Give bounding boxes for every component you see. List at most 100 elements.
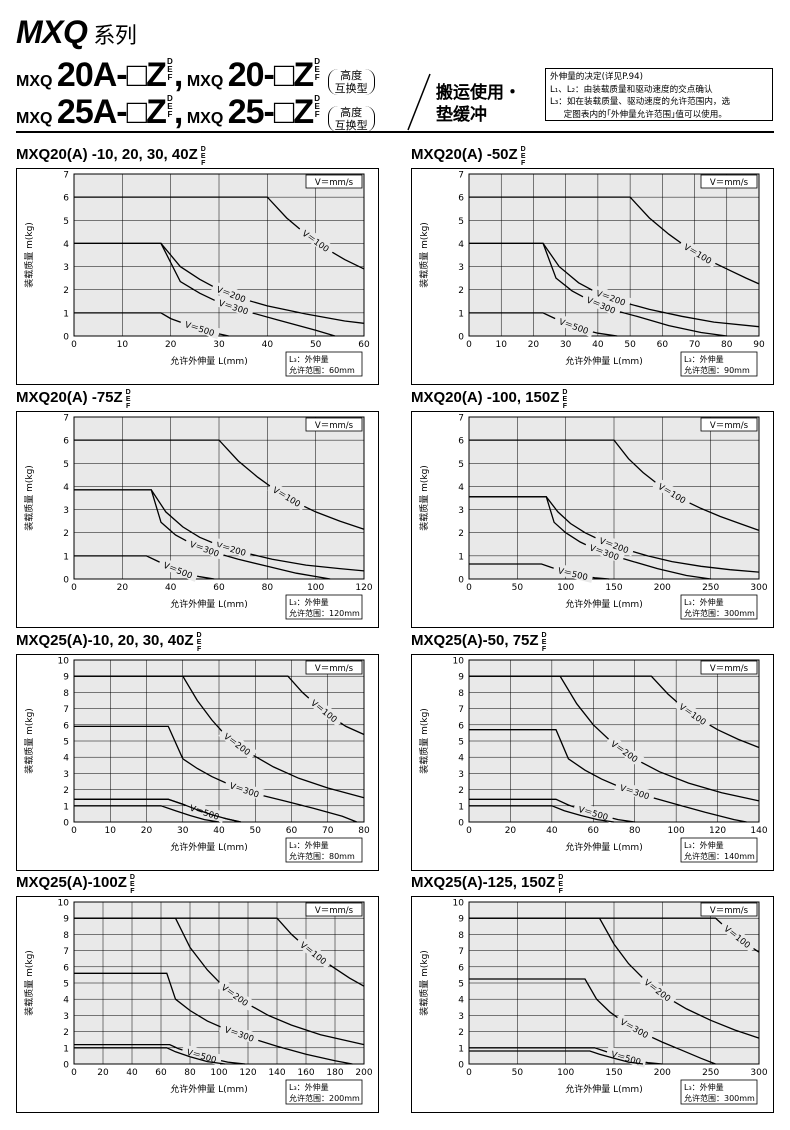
y-tick-label: 2 <box>458 286 464 296</box>
plot-border <box>73 173 365 337</box>
l3-box-frame <box>285 594 363 620</box>
x-tick-label: 80 <box>184 1068 196 1078</box>
l3-box: L₃：外伸量允许范围：90mm <box>680 351 758 377</box>
unit-box: V＝mm/s <box>700 902 758 917</box>
y-tick-label: 2 <box>458 529 464 539</box>
y-tick-label: 4 <box>63 483 69 493</box>
series-label-bg <box>605 1046 648 1068</box>
series-label-bg <box>718 919 758 953</box>
y-tick-label: 2 <box>63 529 69 539</box>
panel-frame <box>16 654 379 871</box>
series-label-bg <box>267 480 308 511</box>
x-tick-label: 50 <box>250 826 262 836</box>
y-axis-label: 装载质量 m(kg) <box>418 465 430 531</box>
y-tick-label: 8 <box>63 689 69 699</box>
x-tick-label: 140 <box>268 1068 285 1078</box>
chart-svg: 0 20 40 60 80 100 120 140 160 180 200 0 1 2 3 4 5 6 7 8 9 10 装… <box>16 896 379 1113</box>
chart-title: MXQ20(A) -10, 20, 30, 40Z D E F <box>16 146 206 167</box>
model-line-1: MXQ 20A-□ZD E F, MXQ 20-□ZD E F 高度 互换型 <box>16 56 375 95</box>
model-name: 25A-□Z <box>56 93 167 131</box>
y-axis-label: 装载质量 m(kg) <box>418 950 430 1016</box>
l3-box-frame <box>285 1079 363 1105</box>
l3-box-frame <box>680 351 758 377</box>
y-tick-label: 1 <box>458 552 464 562</box>
series-label-bg <box>638 973 678 1006</box>
y-tick-label: 8 <box>458 931 464 941</box>
series-label-bg <box>614 779 656 803</box>
unit-box: V＝mm/s <box>305 660 363 675</box>
x-tick-label: 20 <box>141 826 153 836</box>
note-line: 定图表内的｢外伸量允许范围｣值可以使用。 <box>550 109 727 120</box>
comma: , <box>173 93 184 131</box>
y-axis-label: 装载质量 m(kg) <box>23 708 35 774</box>
y-tick-label: 7 <box>63 414 69 424</box>
y-tick-label: 1 <box>63 309 69 319</box>
series-label-bg <box>213 294 255 318</box>
x-tick-label: 80 <box>629 826 641 836</box>
y-tick-label: 5 <box>458 460 464 470</box>
series-label-bg <box>673 697 713 730</box>
y-tick-label: 7 <box>63 171 69 181</box>
l3-box-frame <box>680 1079 758 1105</box>
x-tick-label: 0 <box>71 340 77 350</box>
model-name: 20-□Z <box>227 56 314 94</box>
l3-label: L₃：外伸量 <box>684 354 724 364</box>
y-tick-label: 1 <box>458 1044 464 1054</box>
series-title: MXQ 系列 <box>16 14 137 51</box>
unit-box-text: V＝mm/s <box>315 664 354 674</box>
series-label-bg <box>184 536 226 560</box>
series-label-bg <box>652 477 693 508</box>
series-label-bg <box>305 693 344 727</box>
unit-box-frame <box>700 174 758 189</box>
x-tick-label: 120 <box>239 1068 256 1078</box>
series-label-bg <box>614 1012 655 1043</box>
series-label-bg <box>179 316 221 340</box>
unit-box-frame <box>700 660 758 675</box>
x-tick-label: 20 <box>165 340 177 350</box>
x-tick-label: 20 <box>505 826 517 836</box>
l3-range: 允许范围：60mm <box>289 365 355 375</box>
x-tick-label: 80 <box>358 826 370 836</box>
l3-range: 允许范围：140mm <box>684 851 755 861</box>
y-tick-label: 0 <box>63 819 69 829</box>
plot-border <box>468 416 760 580</box>
y-axis-label: 装载质量 m(kg) <box>23 950 35 1016</box>
l3-range: 允许范围：90mm <box>684 365 750 375</box>
y-tick-label: 0 <box>458 1061 464 1071</box>
x-axis-label: 允许外伸量 L(mm) <box>565 355 642 367</box>
x-tick-label: 40 <box>126 1068 138 1078</box>
x-tick-label: 80 <box>262 583 274 593</box>
y-tick-label: 1 <box>458 802 464 812</box>
usage-title: 搬运使用・ 垫缓冲 <box>436 82 521 126</box>
y-tick-label: 2 <box>458 1028 464 1038</box>
x-axis-label: 允许外伸量 L(mm) <box>170 841 247 853</box>
chart-svg: 0 20 40 60 80 100 120 140 0 1 2 3 4 5 6 7 8 9 10 装载质量 m(kg)… <box>411 654 774 871</box>
y-tick-label: 6 <box>458 194 464 204</box>
unit-box-text: V＝mm/s <box>315 906 354 916</box>
unit-box: V＝mm/s <box>305 174 363 189</box>
x-tick-label: 0 <box>71 1068 77 1078</box>
y-tick-label: 6 <box>458 721 464 731</box>
y-tick-label: 7 <box>63 705 69 715</box>
y-axis-label: 装载质量 m(kg) <box>418 708 430 774</box>
y-tick-label: 3 <box>63 1012 69 1022</box>
x-tick-label: 60 <box>657 340 669 350</box>
y-tick-label: 6 <box>458 963 464 973</box>
series-line <box>74 805 220 823</box>
x-tick-label: 200 <box>654 1068 671 1078</box>
series-label-bg <box>605 734 645 767</box>
x-tick-label: 100 <box>307 583 324 593</box>
y-tick-label: 3 <box>63 506 69 516</box>
x-tick-label: 0 <box>466 826 472 836</box>
model-prefix: MXQ <box>186 73 224 90</box>
x-tick-label: 60 <box>286 826 298 836</box>
y-tick-label: 5 <box>458 980 464 990</box>
l3-label: L₃：外伸量 <box>289 840 329 850</box>
y-tick-label: 1 <box>63 1044 69 1054</box>
y-tick-label: 1 <box>63 552 69 562</box>
l3-label: L₃：外伸量 <box>289 597 329 607</box>
y-axis-label: 装载质量 m(kg) <box>23 222 35 288</box>
